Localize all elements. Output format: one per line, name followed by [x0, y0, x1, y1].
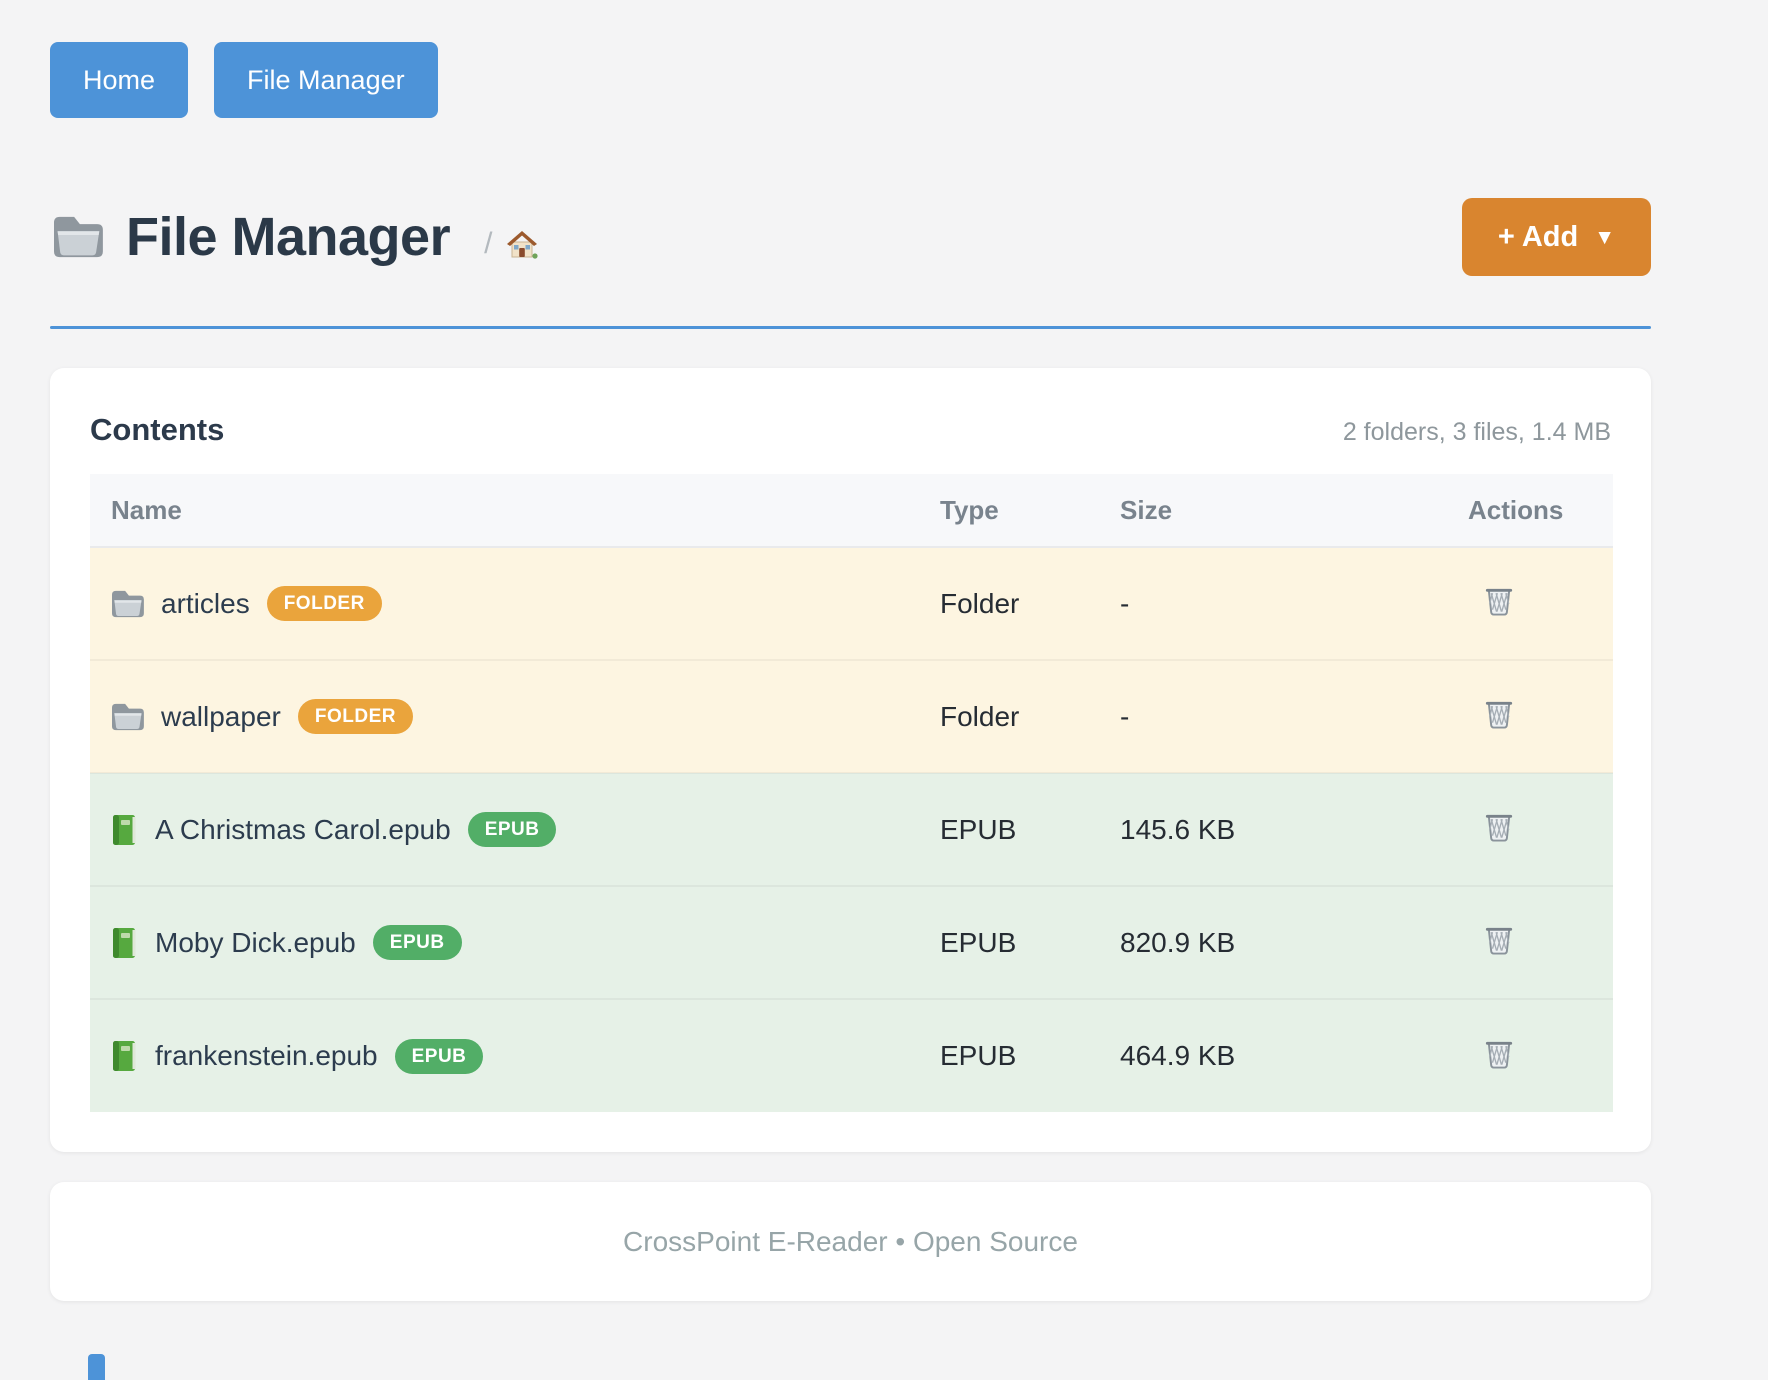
table-row: Moby Dick.epub EPUB EPUB 820.9 KB [90, 886, 1613, 999]
item-type: EPUB [940, 999, 1120, 1112]
trash-icon [1485, 814, 1513, 843]
contents-summary: 2 folders, 3 files, 1.4 MB [1342, 418, 1611, 446]
footer-text: CrossPoint E-Reader • Open Source [623, 1225, 1078, 1257]
breadcrumb: / [484, 227, 540, 261]
item-name[interactable]: wallpaper [161, 700, 281, 732]
delete-button[interactable] [1482, 808, 1517, 844]
item-type-badge: FOLDER [297, 699, 413, 734]
item-size: 464.9 KB [1120, 999, 1468, 1112]
trash-icon [1485, 588, 1513, 617]
trash-icon [1485, 1041, 1513, 1069]
book-icon [113, 1041, 136, 1071]
item-name[interactable]: A Christmas Carol.epub [155, 813, 451, 845]
column-header-type: Type [940, 474, 1120, 548]
accent-divider [50, 326, 1651, 329]
file-manager-button[interactable]: File Manager [214, 42, 438, 118]
table-row: frankenstein.epub EPUB EPUB 464.9 KB [90, 999, 1613, 1112]
book-icon [113, 814, 136, 845]
page-header: File Manager / + Add ▼ [50, 198, 1651, 276]
delete-button[interactable] [1482, 695, 1517, 731]
table-row: wallpaper FOLDER Folder - [90, 660, 1613, 773]
column-header-name: Name [90, 474, 940, 548]
item-type-badge: EPUB [467, 812, 557, 847]
delete-button[interactable] [1482, 582, 1517, 618]
item-name[interactable]: frankenstein.epub [155, 1040, 378, 1071]
chevron-down-icon: ▼ [1594, 226, 1615, 249]
file-table: Name Type Size Actions articles FOLDER F… [90, 474, 1613, 1112]
item-type-badge: EPUB [372, 925, 462, 960]
contents-heading: Contents [90, 412, 225, 447]
item-type: Folder [940, 660, 1120, 773]
folder-icon [112, 590, 144, 617]
item-size: 145.6 KB [1120, 773, 1468, 886]
home-button[interactable]: Home [50, 42, 189, 118]
home-icon[interactable] [504, 227, 540, 261]
folder-icon [112, 703, 144, 730]
item-type: Folder [940, 547, 1120, 660]
page: Home File Manager File Manager / + Add ▼… [50, 42, 1651, 1301]
item-size: 820.9 KB [1120, 886, 1468, 999]
folder-icon [54, 216, 103, 258]
column-header-actions: Actions [1468, 474, 1613, 548]
item-size: - [1120, 660, 1468, 773]
page-title: File Manager [126, 207, 451, 267]
delete-button[interactable] [1482, 1035, 1517, 1071]
top-nav: Home File Manager [50, 42, 1651, 118]
item-name[interactable]: articles [161, 587, 250, 619]
item-type-badge: EPUB [394, 1038, 484, 1074]
item-type: EPUB [940, 886, 1120, 999]
table-row: articles FOLDER Folder - [90, 547, 1613, 660]
item-type: EPUB [940, 773, 1120, 886]
column-header-size: Size [1120, 474, 1468, 548]
scrolled-button-fragment [88, 1354, 105, 1380]
contents-card: Contents 2 folders, 3 files, 1.4 MB Name… [50, 368, 1651, 1152]
book-icon [113, 927, 136, 958]
item-size: - [1120, 547, 1468, 660]
breadcrumb-separator: / [484, 227, 493, 260]
footer: CrossPoint E-Reader • Open Source [50, 1182, 1651, 1301]
trash-icon [1485, 701, 1513, 730]
table-header-row: Name Type Size Actions [90, 474, 1613, 548]
table-row: A Christmas Carol.epub EPUB EPUB 145.6 K… [90, 773, 1613, 886]
delete-button[interactable] [1482, 921, 1517, 957]
add-button-label: + Add [1497, 220, 1579, 253]
trash-icon [1485, 927, 1513, 956]
item-type-badge: FOLDER [266, 586, 382, 621]
add-button[interactable]: + Add ▼ [1461, 198, 1651, 276]
item-name[interactable]: Moby Dick.epub [155, 926, 356, 958]
